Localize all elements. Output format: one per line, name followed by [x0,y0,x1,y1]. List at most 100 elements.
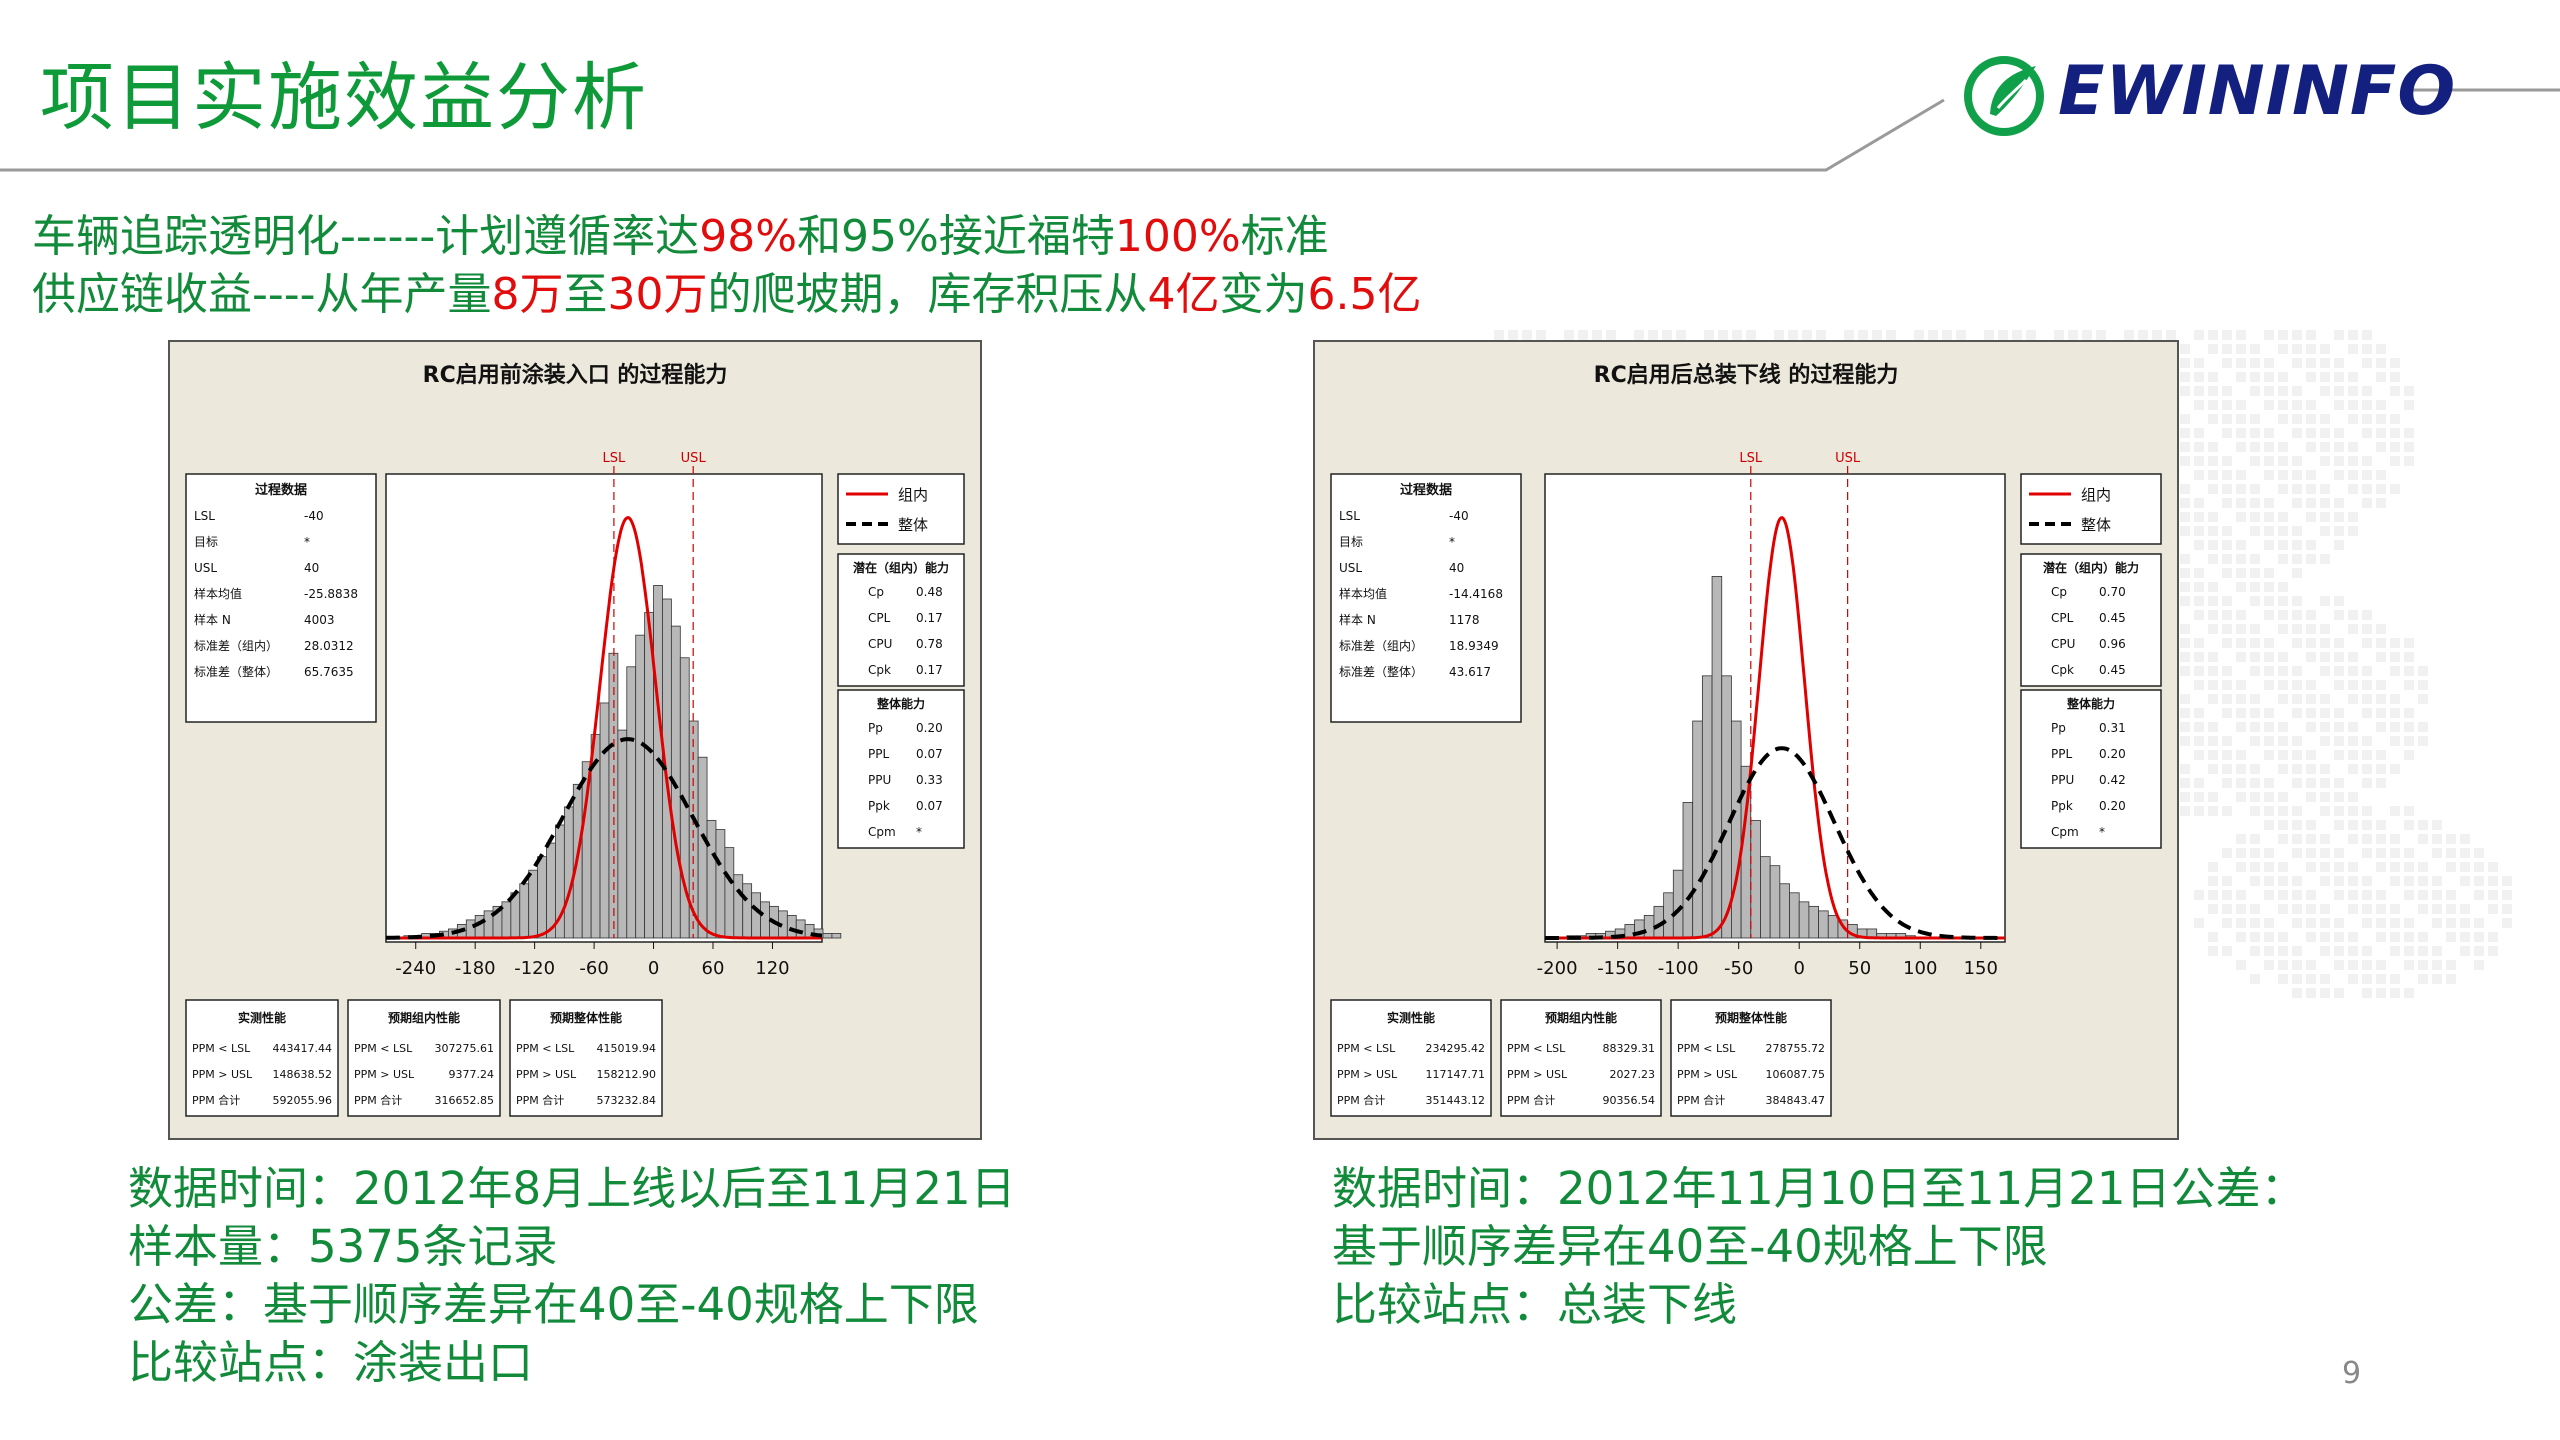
process-data-value: 1178 [1449,613,1480,627]
map-dot [2306,918,2316,928]
map-dot [2320,722,2330,732]
map-dot [2250,708,2260,718]
map-dot [2292,568,2302,578]
map-dot [2446,904,2456,914]
process-data-value: 43.617 [1449,665,1491,679]
map-dot [2278,652,2288,662]
legend-label: 整体 [898,516,928,534]
map-dot [2404,736,2414,746]
map-dot [2278,372,2288,382]
map-dot [2362,358,2372,368]
map-dot [2236,960,2246,970]
map-dot [2320,708,2330,718]
map-dot [2390,932,2400,942]
map-dot [2320,624,2330,634]
map-dot [2334,372,2344,382]
legend-label: 组内 [898,486,928,504]
map-dot [2362,624,2372,634]
map-dot [2180,344,2190,354]
map-dot [2446,862,2456,872]
caption-left-line: 公差：基于顺序差异在40至-40规格上下限 [128,1278,979,1331]
process-data-value: -14.4168 [1449,587,1503,601]
map-dot [2362,736,2372,746]
map-dot [2320,666,2330,676]
map-dot [2264,932,2274,942]
map-dot [2348,456,2358,466]
histogram-bar [706,820,717,939]
map-dot [2446,834,2456,844]
map-dot [2362,428,2372,438]
map-dot [2250,764,2260,774]
map-dot [2236,568,2246,578]
map-dot [2194,568,2204,578]
map-dot [2376,722,2386,732]
map-dot [2292,904,2302,914]
histogram-bar [1682,801,1694,939]
capability-label: Cpm [2051,825,2079,839]
map-dot [2264,358,2274,368]
map-dot [2376,988,2386,998]
performance-label: PPM > USL [516,1068,577,1081]
map-dot [2348,484,2358,494]
map-dot [2278,470,2288,480]
map-dot [2474,918,2484,928]
map-dot [2306,960,2316,970]
map-dot [2418,820,2428,830]
map-dot [2208,946,2218,956]
map-dot [2194,666,2204,676]
map-dot [2404,890,2414,900]
map-dot [2362,386,2372,396]
histogram-bar [1624,924,1635,939]
map-dot [2376,470,2386,480]
histogram-bar [519,883,530,939]
map-dot [2320,904,2330,914]
map-dot [2376,484,2386,494]
map-dot [2264,386,2274,396]
map-dot [2194,918,2204,928]
map-dot [1508,330,1518,340]
map-dot [2348,960,2358,970]
performance-value: 158212.90 [597,1068,657,1081]
map-dot [1592,330,1602,340]
map-dot [2236,582,2246,592]
map-dot [2264,442,2274,452]
map-dot [2096,330,2106,340]
map-dot [2208,610,2218,620]
map-dot [2474,876,2484,886]
map-dot [2292,778,2302,788]
map-dot [2418,722,2428,732]
map-dot [2334,778,2344,788]
map-dot [2236,638,2246,648]
map-dot [2180,582,2190,592]
process-data-label: 目标 [1339,535,1363,549]
map-dot [2194,400,2204,410]
map-dot [1662,330,1672,340]
map-dot [2236,610,2246,620]
map-dot [2362,988,2372,998]
map-dot [2264,946,2274,956]
map-dot [2250,456,2260,466]
map-dot [2446,918,2456,928]
map-dot [2306,988,2316,998]
map-dot [2194,736,2204,746]
map-dot [2348,694,2358,704]
map-dot [2194,806,2204,816]
map-dot [2278,386,2288,396]
map-dot [2250,736,2260,746]
map-dot [2278,974,2288,984]
map-dot [2278,330,2288,340]
histogram-bar [563,806,574,939]
map-dot [2334,722,2344,732]
map-dot [2320,918,2330,928]
headline-segment: 车辆追踪透明化------计划遵循率达 [32,211,700,262]
map-dot [2446,974,2456,984]
map-dot [2208,470,2218,480]
map-dot [2376,932,2386,942]
performance-label: PPM > USL [1507,1068,1568,1081]
map-dot [2348,386,2358,396]
histogram-bar [1731,720,1742,939]
process-data-label: 标准差（整体） [1339,664,1423,679]
map-dot [2474,960,2484,970]
map-dot [2348,372,2358,382]
capability-value: 0.45 [2099,663,2126,677]
